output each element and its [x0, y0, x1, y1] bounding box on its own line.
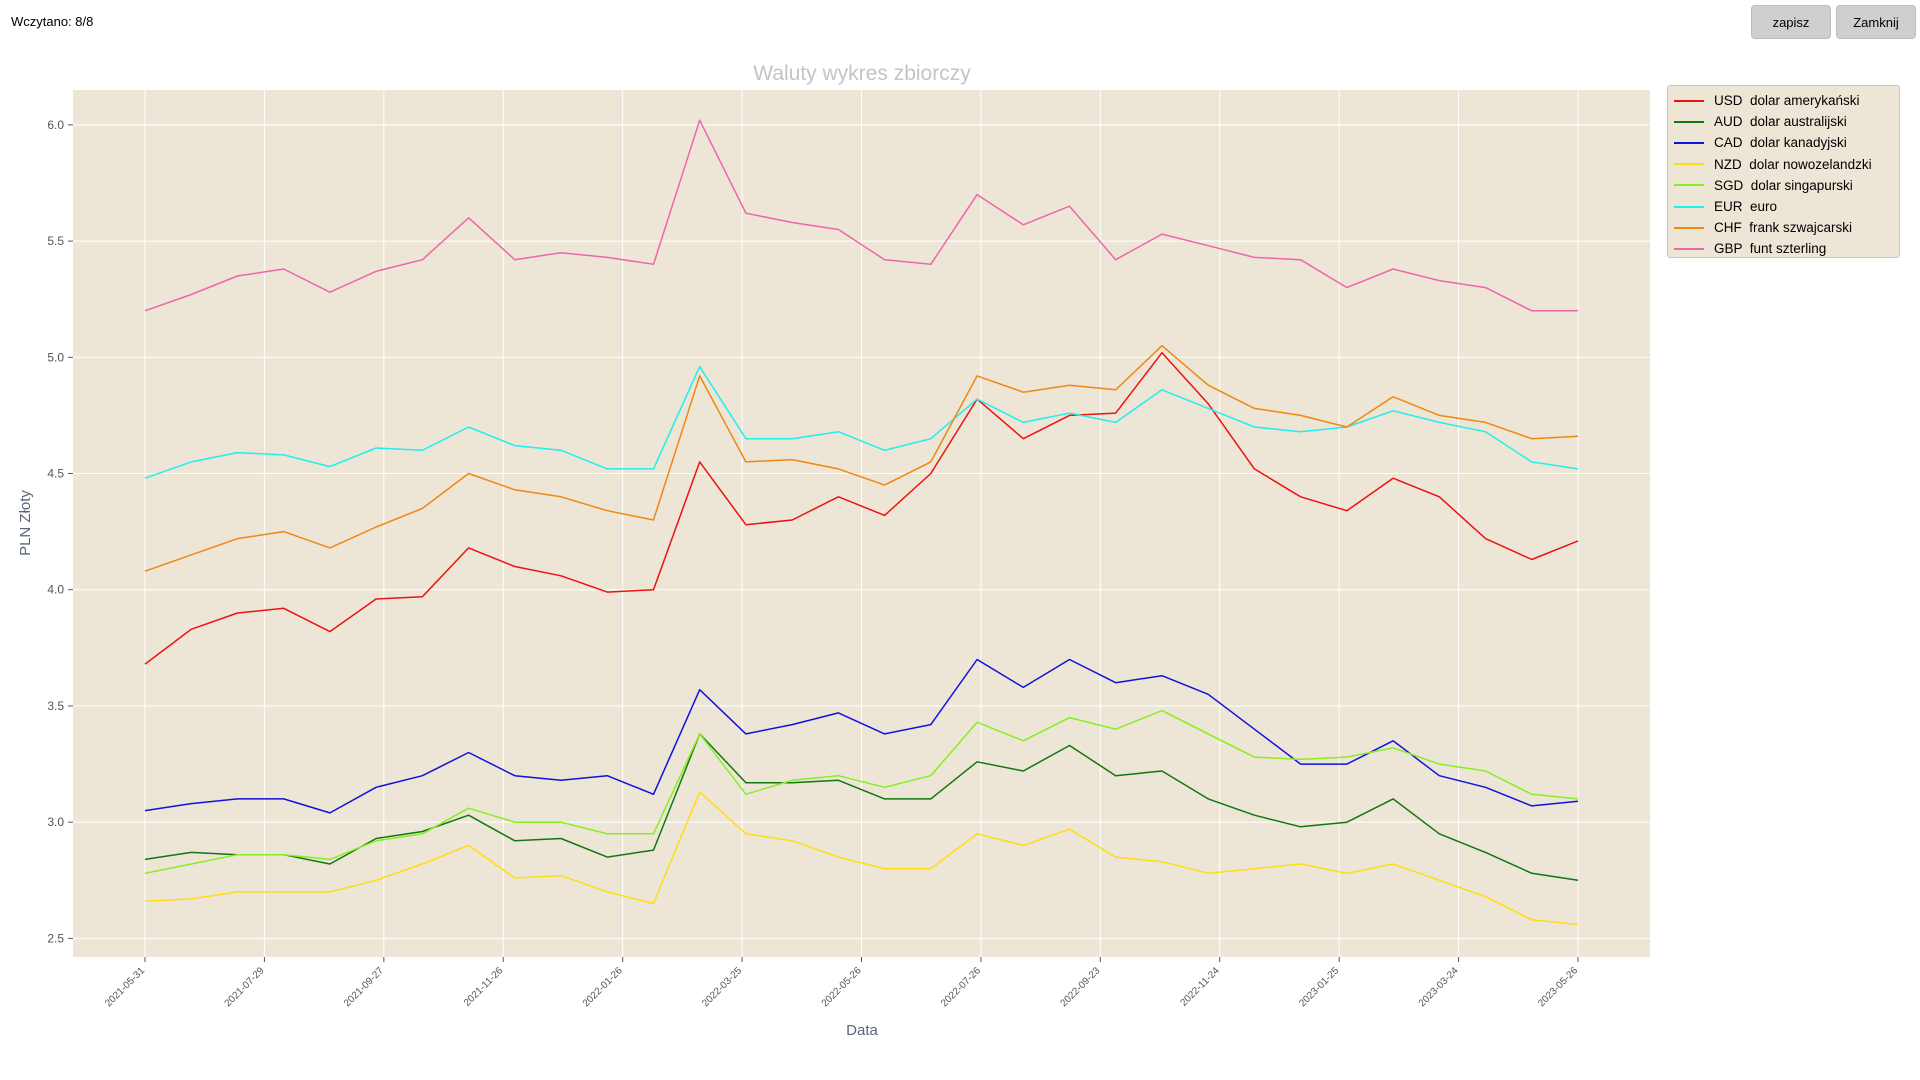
chart-title: Waluty wykres zbiorczy: [753, 62, 971, 85]
series-line: [144, 119, 1578, 312]
x-tick-label: 2023-05-26: [1536, 965, 1580, 1009]
y-tick-label: 3.0: [47, 815, 64, 829]
legend-label: SGD dolar singapurski: [1714, 177, 1853, 193]
y-axis-label: PLN Złoty: [17, 490, 34, 556]
legend-swatch: [1674, 99, 1704, 102]
series-line: [144, 365, 1579, 479]
x-tick-label: 2021-11-26: [462, 965, 506, 1009]
y-tick-label: 4.0: [47, 583, 64, 597]
series-line: [144, 344, 1579, 572]
close-button[interactable]: Zamknij: [1836, 5, 1916, 39]
save-button[interactable]: zapisz: [1751, 5, 1831, 39]
chart: Waluty wykres zbiorczy 2.5 3.0 3.5 4.0 4.5 5.…: [17, 62, 1650, 1039]
x-tick-label: 2022-11-24: [1178, 965, 1222, 1009]
legend-label: CHF frank szwajcarski: [1714, 220, 1853, 236]
x-tick-label: 2023-01-25: [1297, 965, 1341, 1009]
legend-swatch: [1674, 184, 1704, 187]
series-line: [144, 709, 1579, 875]
legend-label: GBP funt szterling: [1714, 241, 1827, 257]
legend-swatch: [1674, 163, 1704, 166]
legend-label: AUD dolar australijski: [1714, 114, 1847, 130]
legend-label: USD dolar amerykański: [1714, 93, 1860, 109]
x-tick-label: 2022-05-26: [820, 965, 864, 1009]
legend-label: EUR euro: [1714, 199, 1778, 215]
legend-label: NZD dolar nowozelandzki: [1714, 156, 1872, 172]
legend-item: GBP funt szterling: [1674, 238, 1899, 259]
legend-item: USD dolar amerykański: [1674, 90, 1899, 111]
series-line: [144, 351, 1579, 665]
x-ticks: 2021-05-31 2021-07-29 2021-09-27 2021-11-26…: [103, 957, 1580, 1009]
legend-item: AUD dolar australijski: [1674, 111, 1899, 132]
y-tick-label: 5.0: [47, 350, 64, 364]
x-tick-label: 2023-03-24: [1417, 965, 1461, 1009]
x-tick-label: 2022-03-25: [700, 965, 744, 1009]
legend-item: EUR euro: [1674, 196, 1899, 217]
legend-label: CAD dolar kanadyjski: [1714, 135, 1847, 151]
y-tick-label: 4.5: [47, 467, 64, 481]
y-ticks: 2.5 3.0 3.5 4.0 4.5 5.0 5.5 6.0: [47, 118, 73, 945]
legend-swatch: [1674, 205, 1704, 208]
legend-swatch: [1674, 120, 1704, 123]
x-tick-label: 2022-01-26: [581, 965, 625, 1009]
x-tick-label: 2022-09-23: [1059, 965, 1103, 1009]
x-tick-label: 2021-09-27: [342, 965, 386, 1009]
legend-swatch: [1674, 141, 1704, 144]
series-line: [144, 733, 1579, 882]
x-tick-label: 2021-07-29: [223, 965, 267, 1009]
series-line: [144, 658, 1579, 814]
y-tick-label: 3.5: [47, 699, 64, 713]
legend-item: CHF frank szwajcarski: [1674, 217, 1899, 238]
x-tick-label: 2022-07-26: [939, 965, 983, 1009]
legend-item: SGD dolar singapurski: [1674, 175, 1899, 196]
legend-item: NZD dolar nowozelandzki: [1674, 154, 1899, 175]
legend: USD dolar amerykański AUD dolar australij…: [1667, 85, 1900, 258]
x-tick-label: 2021-05-31: [103, 965, 147, 1009]
legend-swatch: [1674, 247, 1704, 250]
y-tick-label: 6.0: [47, 118, 64, 132]
y-tick-label: 5.5: [47, 234, 64, 248]
legend-item: CAD dolar kanadyjski: [1674, 132, 1899, 153]
x-axis-label: Data: [846, 1022, 878, 1039]
legend-swatch: [1674, 226, 1704, 229]
y-tick-label: 2.5: [47, 931, 64, 945]
series-lines: [144, 119, 1579, 926]
series-line: [144, 791, 1579, 926]
status-text: Wczytano: 8/8: [11, 14, 94, 29]
